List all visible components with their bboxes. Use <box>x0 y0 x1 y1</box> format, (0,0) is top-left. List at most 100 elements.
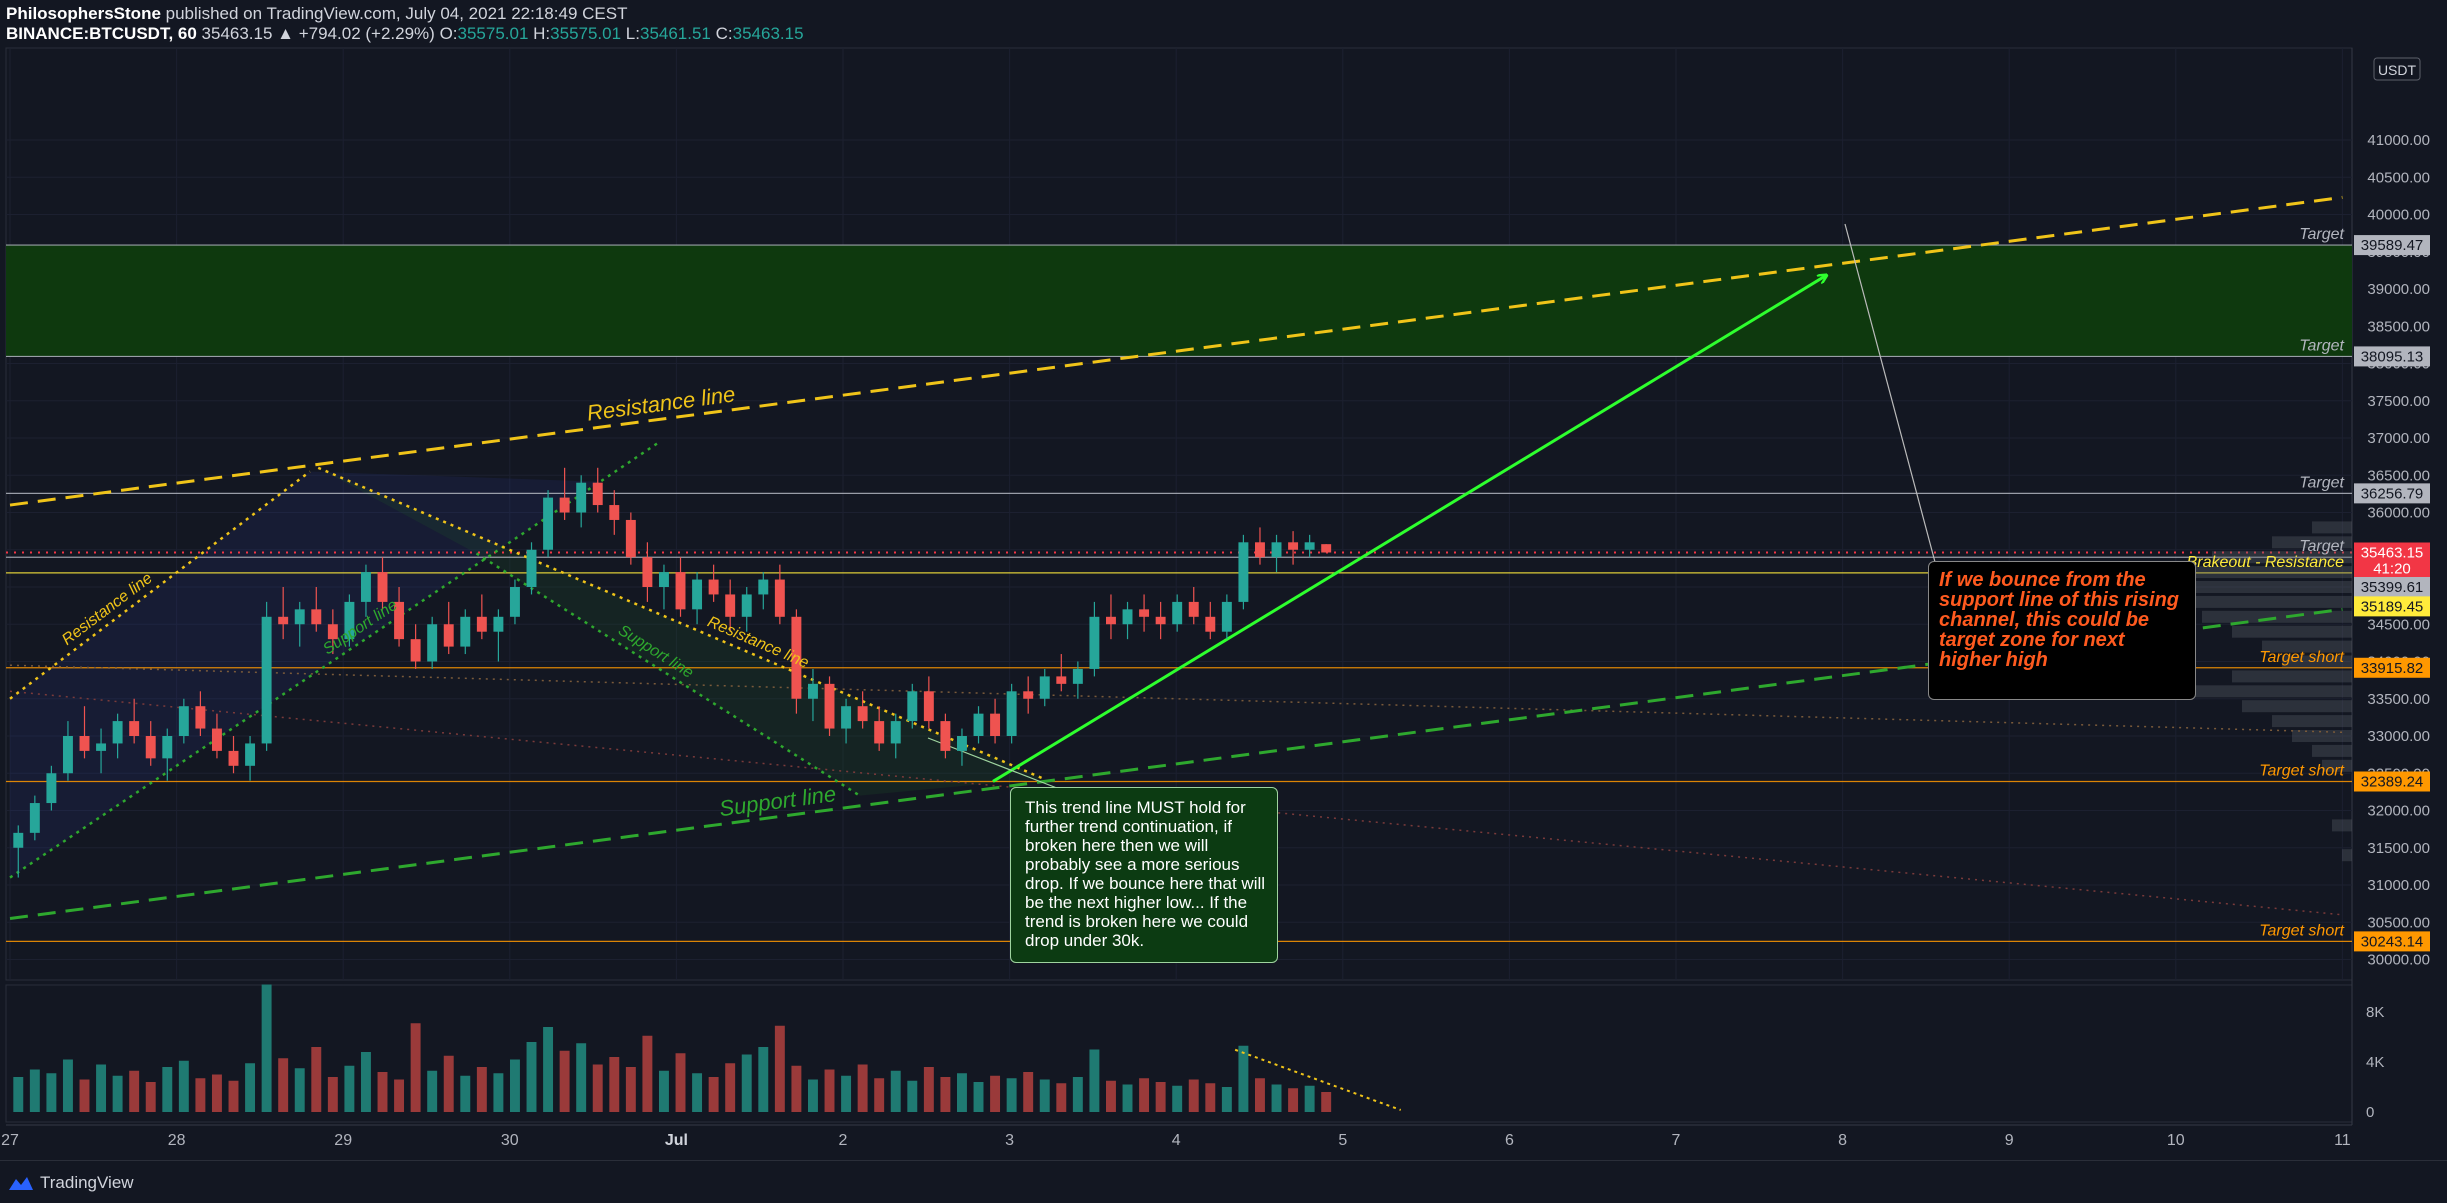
candle-body[interactable] <box>1039 676 1050 699</box>
volume-bar[interactable] <box>394 1079 405 1113</box>
candle-body[interactable] <box>758 579 769 595</box>
volume-bar[interactable] <box>261 984 272 1113</box>
projection-arrow[interactable] <box>992 276 1826 783</box>
volume-bar[interactable] <box>990 1075 1001 1112</box>
candle-body[interactable] <box>112 721 123 744</box>
candle-body[interactable] <box>178 706 189 736</box>
volume-bar[interactable] <box>96 1064 107 1113</box>
candle-body[interactable] <box>907 691 918 722</box>
volume-bar[interactable] <box>1139 1078 1150 1112</box>
volume-bar[interactable] <box>625 1067 636 1112</box>
volume-bar[interactable] <box>1023 1072 1034 1112</box>
candle-body[interactable] <box>526 549 537 587</box>
volume-bar[interactable] <box>195 1078 206 1112</box>
candle-body[interactable] <box>228 750 239 766</box>
volume-bar[interactable] <box>609 1057 620 1112</box>
candle-body[interactable] <box>956 736 967 751</box>
volume-bar[interactable] <box>658 1070 669 1112</box>
price-chart[interactable]: 8K 4K 0 30000.00 30500.00 31000.00 31500.00 320… <box>0 0 2447 1160</box>
candle-body[interactable] <box>1205 616 1216 632</box>
candle-body[interactable] <box>923 691 934 722</box>
candle-body[interactable] <box>360 572 371 602</box>
volume-bar[interactable] <box>1304 1085 1315 1112</box>
volume-bar[interactable] <box>1072 1077 1083 1112</box>
volume-bar[interactable] <box>129 1070 140 1112</box>
target-zone[interactable] <box>6 245 2352 357</box>
volume-bar[interactable] <box>890 1070 901 1112</box>
candle-body[interactable] <box>692 579 703 610</box>
candle-body[interactable] <box>427 624 438 662</box>
candle-body[interactable] <box>195 706 206 729</box>
candles[interactable] <box>13 467 1332 878</box>
candle-body[interactable] <box>1056 676 1067 684</box>
volume-bar[interactable] <box>112 1075 123 1112</box>
volume-bar[interactable] <box>410 1023 421 1112</box>
volume-bar[interactable] <box>526 1042 537 1112</box>
candle-body[interactable] <box>708 579 719 595</box>
candle-body[interactable] <box>79 736 90 751</box>
candle-body[interactable] <box>725 594 736 617</box>
volume-bar[interactable] <box>476 1067 487 1112</box>
volume-bar[interactable] <box>344 1065 355 1112</box>
candle-body[interactable] <box>493 616 504 632</box>
volume-bar[interactable] <box>1288 1088 1299 1112</box>
volume-bar[interactable] <box>675 1053 686 1112</box>
tradingview-brand[interactable]: TradingView <box>8 1173 134 1193</box>
volume-bar[interactable] <box>46 1073 57 1112</box>
candle-body[interactable] <box>1321 544 1332 553</box>
candle-body[interactable] <box>675 572 686 610</box>
volume-bar[interactable] <box>1039 1079 1050 1113</box>
volume-bar[interactable] <box>1155 1082 1166 1112</box>
volume-bar[interactable] <box>741 1054 752 1113</box>
candle-body[interactable] <box>29 803 40 833</box>
volume-bar[interactable] <box>1271 1084 1282 1113</box>
candle-body[interactable] <box>211 728 222 751</box>
candle-body[interactable] <box>443 624 454 647</box>
volume-bar[interactable] <box>228 1080 239 1112</box>
candle-body[interactable] <box>973 713 984 736</box>
candle-body[interactable] <box>1105 616 1116 625</box>
volume-bar[interactable] <box>1122 1084 1133 1113</box>
candle-body[interactable] <box>592 482 603 506</box>
candle-body[interactable] <box>96 743 107 751</box>
volume-bar[interactable] <box>824 1069 835 1113</box>
volume-bar[interactable] <box>1255 1078 1265 1112</box>
volume-bar[interactable] <box>327 1077 338 1112</box>
volume-bar[interactable] <box>79 1079 90 1113</box>
trend-line[interactable] <box>9 195 2343 507</box>
volume-bar[interactable] <box>576 1043 587 1112</box>
volume-bar[interactable] <box>1238 1045 1249 1112</box>
volume-bar[interactable] <box>62 1059 73 1113</box>
volume-bar[interactable] <box>1221 1087 1232 1112</box>
candle-body[interactable] <box>543 497 554 550</box>
volume-bar[interactable] <box>874 1078 885 1112</box>
volume-pane[interactable] <box>13 984 1402 1113</box>
volume-bar[interactable] <box>692 1073 703 1112</box>
candle-body[interactable] <box>609 505 620 520</box>
volume-bar[interactable] <box>725 1063 736 1112</box>
candle-body[interactable] <box>791 616 802 699</box>
volume-bar[interactable] <box>1006 1078 1017 1112</box>
volume-bar[interactable] <box>940 1077 951 1112</box>
volume-bar[interactable] <box>592 1064 603 1113</box>
volume-bar[interactable] <box>294 1068 305 1112</box>
volume-bar[interactable] <box>841 1075 852 1112</box>
candle-body[interactable] <box>741 594 752 617</box>
candle-body[interactable] <box>642 557 653 587</box>
candle-body[interactable] <box>807 683 818 699</box>
candle-body[interactable] <box>327 624 338 640</box>
candle-body[interactable] <box>857 706 868 722</box>
candle-body[interactable] <box>559 497 570 513</box>
candle-body[interactable] <box>1221 601 1232 632</box>
volume-bar[interactable] <box>559 1050 570 1112</box>
candle-body[interactable] <box>344 601 355 640</box>
volume-bar[interactable] <box>509 1059 520 1113</box>
volume-bar[interactable] <box>907 1080 918 1112</box>
candle-body[interactable] <box>509 587 520 617</box>
volume-bar[interactable] <box>1172 1085 1183 1112</box>
volume-bar[interactable] <box>857 1064 868 1113</box>
volume-bar[interactable] <box>774 1025 785 1112</box>
volume-bar[interactable] <box>493 1073 504 1112</box>
volume-bar[interactable] <box>278 1058 289 1112</box>
volume-bar[interactable] <box>1205 1083 1216 1112</box>
